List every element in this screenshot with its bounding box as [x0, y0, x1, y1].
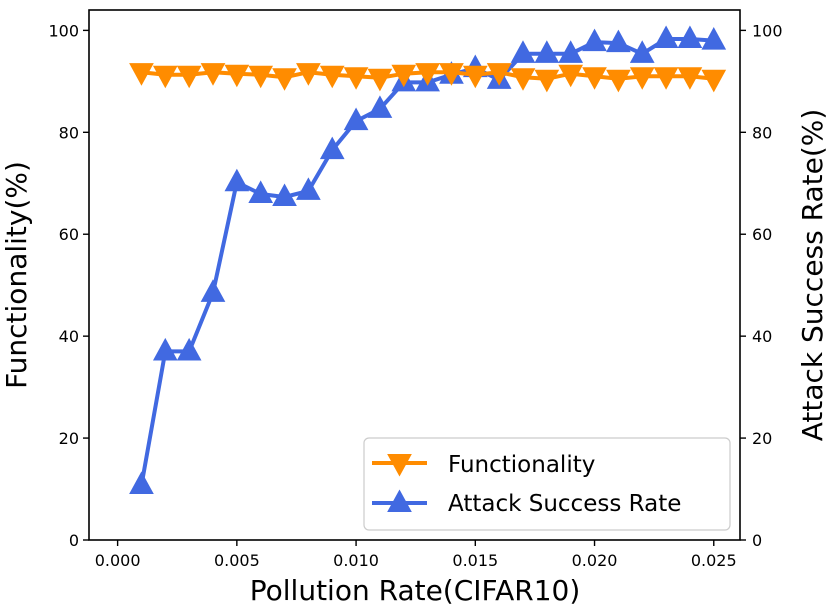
functionality-point	[367, 68, 393, 92]
functionality-point	[582, 67, 607, 90]
functionality-point	[629, 67, 655, 90]
legend-functionality-marker	[387, 454, 412, 477]
left-y-tick-label: 60	[59, 225, 79, 244]
functionality-point	[606, 69, 631, 93]
legend-box	[363, 437, 731, 531]
functionality-point	[129, 63, 154, 86]
attack-success-rate-point	[367, 95, 393, 118]
x-tick-label: 0.025	[691, 551, 737, 570]
attack-success-rate-point	[152, 337, 178, 361]
functionality-point	[534, 69, 560, 93]
functionality-point	[677, 67, 703, 90]
functionality-point	[200, 63, 226, 86]
attack-success-rate-point	[176, 337, 202, 361]
functionality-point	[152, 65, 178, 89]
functionality-point	[272, 68, 297, 91]
functionality-point	[558, 64, 584, 88]
attack-success-rate-point	[510, 40, 536, 63]
left-y-tick-label: 100	[48, 21, 79, 40]
attack-success-rate-line	[139, 37, 714, 486]
functionality-point	[343, 67, 369, 90]
functionality-point	[224, 64, 250, 88]
attack-success-rate-point	[558, 40, 584, 63]
functionality-point	[248, 65, 274, 89]
attack-success-rate-point	[606, 29, 631, 53]
x-tick-label: 0.015	[452, 551, 498, 570]
attack-success-rate-point	[200, 279, 226, 302]
right-y-tick-label: 80	[752, 123, 772, 142]
attack-success-rate-point	[129, 471, 154, 494]
legend: Functionality Attack Success Rate	[363, 437, 731, 531]
functionality-point	[653, 67, 679, 90]
functionality-point	[176, 65, 202, 89]
attack-success-rate-point	[272, 183, 297, 207]
attack-success-rate-point	[629, 40, 655, 63]
right-y-tick-label: 60	[752, 225, 772, 244]
right-y-tick-label: 20	[752, 429, 772, 448]
left-y-tick-label: 0	[69, 531, 79, 550]
legend-attack-success-marker	[387, 489, 412, 512]
functionality-point	[462, 65, 488, 89]
left-y-tick-label: 40	[59, 327, 79, 346]
attack-success-rate-point	[296, 177, 321, 200]
right-y-tick-label: 40	[752, 327, 772, 346]
plot-frame	[88, 9, 741, 541]
attack-success-rate-point	[677, 25, 703, 49]
right-y-axis-label: Attack Success Rate(%)	[796, 109, 829, 442]
right-y-tick-label: 100	[752, 21, 783, 40]
x-tick-label: 0.010	[333, 551, 379, 570]
functionality-point	[391, 64, 417, 88]
functionality-point	[296, 63, 321, 86]
functionality-point	[486, 63, 512, 86]
x-tick-label: 0.005	[214, 551, 260, 570]
functionality-point	[319, 65, 345, 89]
attack-success-rate-point	[224, 168, 250, 192]
attack-success-rate-point	[701, 27, 727, 50]
attack-success-rate-point	[248, 180, 274, 203]
functionality-point	[701, 69, 727, 93]
left-y-tick-label: 20	[59, 429, 79, 448]
functionality-point	[439, 63, 464, 86]
attack-success-rate-point	[319, 136, 345, 160]
left-y-tick-label: 80	[59, 123, 79, 142]
attack-success-rate-point	[534, 40, 560, 63]
legend-functionality-label: Functionality	[448, 452, 595, 478]
functionality-point	[510, 68, 536, 91]
attack-success-rate-point	[343, 107, 369, 131]
legend-attack-success-label: Attack Success Rate	[448, 491, 681, 517]
left-y-axis-label: Functionality(%)	[0, 161, 33, 389]
attack-success-rate-point	[582, 28, 607, 52]
right-y-tick-label: 0	[752, 531, 762, 550]
plot-area	[129, 25, 727, 494]
x-axis-label: Pollution Rate(CIFAR10)	[250, 574, 581, 607]
axes: 0.000 0.005 0.010 0.015 0.020 0.025 0 0 20 20 40 40…	[48, 21, 782, 570]
x-tick-label: 0.020	[572, 551, 618, 570]
x-tick-label: 0.000	[95, 551, 141, 570]
functionality-point	[415, 63, 440, 86]
attack-success-rate-point	[653, 25, 679, 49]
